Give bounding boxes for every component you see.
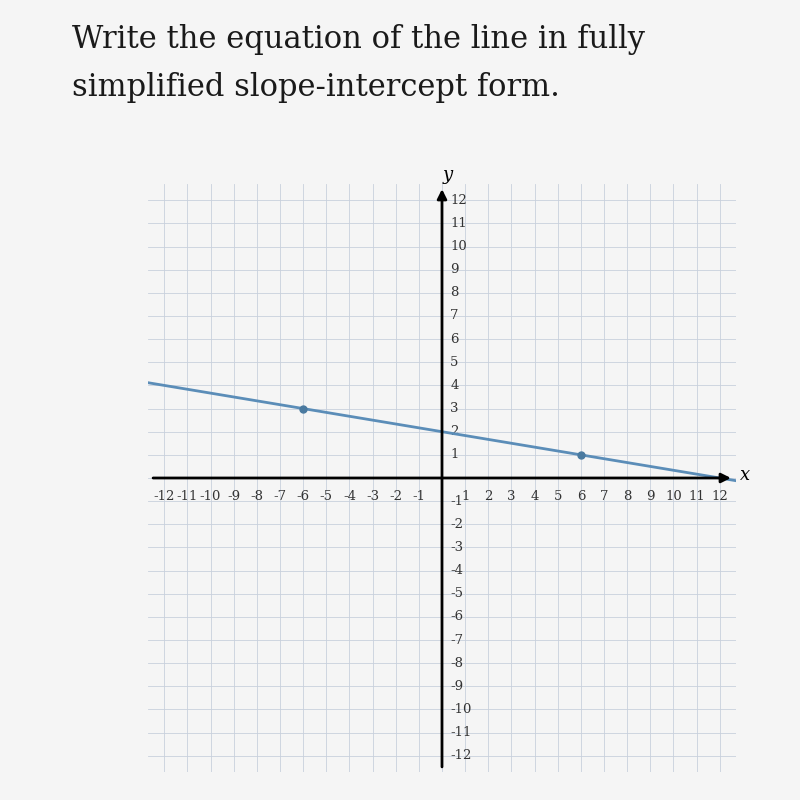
Text: 2: 2 xyxy=(484,490,493,502)
Text: 3: 3 xyxy=(507,490,516,502)
Text: -5: -5 xyxy=(320,490,333,502)
Text: 12: 12 xyxy=(450,194,467,206)
Text: -6: -6 xyxy=(297,490,310,502)
Text: 4: 4 xyxy=(530,490,538,502)
Text: 6: 6 xyxy=(450,333,458,346)
Text: -10: -10 xyxy=(200,490,221,502)
Text: 5: 5 xyxy=(554,490,562,502)
Text: -7: -7 xyxy=(450,634,463,646)
Text: -12: -12 xyxy=(450,750,471,762)
Text: -2: -2 xyxy=(390,490,402,502)
Text: -6: -6 xyxy=(450,610,463,623)
Text: x: x xyxy=(739,466,750,483)
Text: 7: 7 xyxy=(450,310,458,322)
Text: 12: 12 xyxy=(711,490,728,502)
Text: 9: 9 xyxy=(450,263,458,276)
Text: 6: 6 xyxy=(577,490,585,502)
Text: Write the equation of the line in fully: Write the equation of the line in fully xyxy=(72,24,645,55)
Text: simplified slope-intercept form.: simplified slope-intercept form. xyxy=(72,72,560,103)
Text: -5: -5 xyxy=(450,587,463,600)
Text: 1: 1 xyxy=(450,448,458,462)
Text: 11: 11 xyxy=(688,490,705,502)
Text: y: y xyxy=(442,166,453,184)
Text: 3: 3 xyxy=(450,402,458,415)
Text: -4: -4 xyxy=(343,490,356,502)
Text: -4: -4 xyxy=(450,564,463,577)
Text: 7: 7 xyxy=(600,490,608,502)
Text: -3: -3 xyxy=(450,541,463,554)
Text: 4: 4 xyxy=(450,379,458,392)
Text: -8: -8 xyxy=(450,657,463,670)
Text: -9: -9 xyxy=(450,680,463,693)
Text: 11: 11 xyxy=(450,217,467,230)
Text: 5: 5 xyxy=(450,356,458,369)
Text: 8: 8 xyxy=(450,286,458,299)
Text: 2: 2 xyxy=(450,426,458,438)
Text: 9: 9 xyxy=(646,490,654,502)
Text: -12: -12 xyxy=(154,490,175,502)
Text: -2: -2 xyxy=(450,518,463,530)
Text: 8: 8 xyxy=(623,490,631,502)
Text: -10: -10 xyxy=(450,703,471,716)
Text: -3: -3 xyxy=(366,490,379,502)
Text: 10: 10 xyxy=(450,240,467,253)
Text: 10: 10 xyxy=(665,490,682,502)
Text: -1: -1 xyxy=(412,490,426,502)
Text: -11: -11 xyxy=(450,726,471,739)
Text: -1: -1 xyxy=(450,494,463,508)
Text: 1: 1 xyxy=(461,490,470,502)
Text: -9: -9 xyxy=(227,490,240,502)
Text: -11: -11 xyxy=(177,490,198,502)
Text: -8: -8 xyxy=(250,490,263,502)
Text: -7: -7 xyxy=(274,490,286,502)
